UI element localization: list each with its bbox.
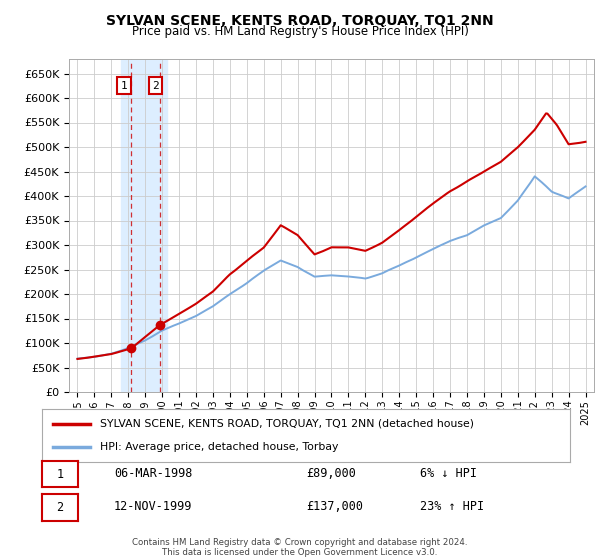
Text: Price paid vs. HM Land Registry's House Price Index (HPI): Price paid vs. HM Land Registry's House …: [131, 25, 469, 38]
Text: HPI: Average price, detached house, Torbay: HPI: Average price, detached house, Torb…: [100, 442, 338, 452]
Text: 06-MAR-1998: 06-MAR-1998: [114, 466, 193, 480]
Text: 1: 1: [56, 468, 64, 480]
Text: 1: 1: [121, 81, 127, 91]
Text: SYLVAN SCENE, KENTS ROAD, TORQUAY, TQ1 2NN (detached house): SYLVAN SCENE, KENTS ROAD, TORQUAY, TQ1 2…: [100, 419, 474, 429]
Text: 2: 2: [152, 81, 159, 91]
Text: £137,000: £137,000: [306, 500, 363, 514]
Text: SYLVAN SCENE, KENTS ROAD, TORQUAY, TQ1 2NN: SYLVAN SCENE, KENTS ROAD, TORQUAY, TQ1 2…: [106, 14, 494, 28]
Text: 23% ↑ HPI: 23% ↑ HPI: [420, 500, 484, 514]
Text: 2: 2: [56, 501, 64, 514]
Text: £89,000: £89,000: [306, 466, 356, 480]
Text: 6% ↓ HPI: 6% ↓ HPI: [420, 466, 477, 480]
Bar: [121, 59, 167, 392]
Text: Contains HM Land Registry data © Crown copyright and database right 2024.
This d: Contains HM Land Registry data © Crown c…: [132, 538, 468, 557]
Text: 12-NOV-1999: 12-NOV-1999: [114, 500, 193, 514]
